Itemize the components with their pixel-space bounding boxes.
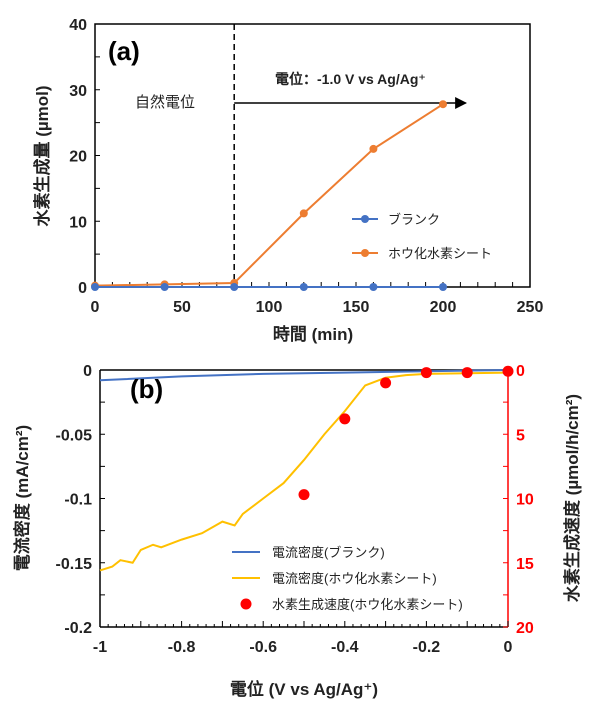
data-point	[299, 209, 308, 218]
y2-tick-label: 10	[516, 492, 534, 509]
panel-label-a: (a)	[108, 36, 140, 66]
legend-marker	[361, 249, 369, 257]
y-tick-label: 40	[69, 17, 87, 34]
y-tick-label: 0	[83, 363, 92, 380]
x-tick-label: 100	[256, 299, 283, 316]
data-point	[439, 283, 447, 291]
y2-tick-label: 20	[516, 620, 534, 637]
y-tick-label: -0.15	[56, 556, 93, 573]
y-tick-label: -0.05	[56, 427, 93, 444]
y-tick-label: -0.1	[64, 492, 92, 509]
y2-tick-label: 15	[516, 556, 534, 573]
y2-tick-label: 5	[516, 427, 525, 444]
y2-axis-label-b: 水素生成速度 (µmol/h/cm²)	[562, 394, 582, 602]
data-point	[298, 489, 310, 501]
x-tick-label: -0.2	[413, 639, 441, 656]
legend-label: 水素生成速度(ホウ化水素シート)	[272, 597, 463, 612]
x-tick-label: 250	[517, 299, 544, 316]
data-point	[299, 283, 308, 291]
data-point	[502, 365, 514, 377]
legend-label: 電流密度(ブランク)	[272, 545, 385, 560]
x-axis-label-a: 時間 (min)	[273, 324, 353, 344]
series-line	[94, 103, 444, 287]
y-tick-label: 30	[69, 83, 87, 100]
legend-marker	[361, 215, 369, 223]
annotation-left: 自然電位	[135, 94, 195, 111]
y-tick-label: -0.2	[64, 620, 92, 637]
annotation-right: 電位：-1.0 V vs Ag/Ag⁺	[275, 71, 426, 87]
x-axis-label-b: 電位 (V vs Ag/Ag⁺)	[230, 679, 378, 699]
x-tick-label: 0	[504, 639, 513, 656]
legend-label: ホウ化水素シート	[388, 246, 492, 261]
x-tick-label: -0.8	[168, 639, 196, 656]
y-axis-label-b: 電流密度 (mA/cm²)	[12, 425, 32, 571]
legend-marker	[240, 598, 252, 610]
chart-b: -1 -0.8 -0.6 -0.4 -0.2 0 0 -0.05 -0.1 -0.15 -0.2 0 5…	[56, 363, 534, 656]
data-point	[369, 283, 378, 291]
data-point	[91, 283, 99, 291]
y-tick-label: 0	[78, 280, 87, 297]
data-point	[369, 144, 378, 153]
panel-label-b: (b)	[130, 374, 163, 404]
data-point	[160, 283, 169, 291]
x-tick-label: -1	[93, 639, 107, 656]
x-tick-label: 200	[430, 299, 457, 316]
data-point	[339, 413, 351, 425]
x-tick-label: -0.4	[331, 639, 359, 656]
series-line	[99, 371, 509, 572]
x-tick-label: 0	[91, 299, 100, 316]
y-axis-label-a: 水素生成量 (µmol)	[32, 85, 52, 226]
legend-label: ブランク	[388, 212, 440, 227]
series-line	[99, 369, 509, 382]
legend-label: 電流密度(ホウ化水素シート)	[272, 571, 437, 586]
x-tick-label: 150	[343, 299, 370, 316]
y2-tick-label: 0	[516, 363, 525, 380]
data-point	[380, 377, 392, 389]
data-point	[230, 283, 239, 291]
y-tick-label: 20	[69, 149, 87, 166]
y-tick-label: 10	[69, 214, 87, 231]
x-tick-label: 50	[173, 299, 191, 316]
x-tick-label: -0.6	[249, 639, 277, 656]
data-point	[420, 367, 432, 379]
data-point	[439, 100, 447, 109]
data-point	[461, 367, 473, 379]
